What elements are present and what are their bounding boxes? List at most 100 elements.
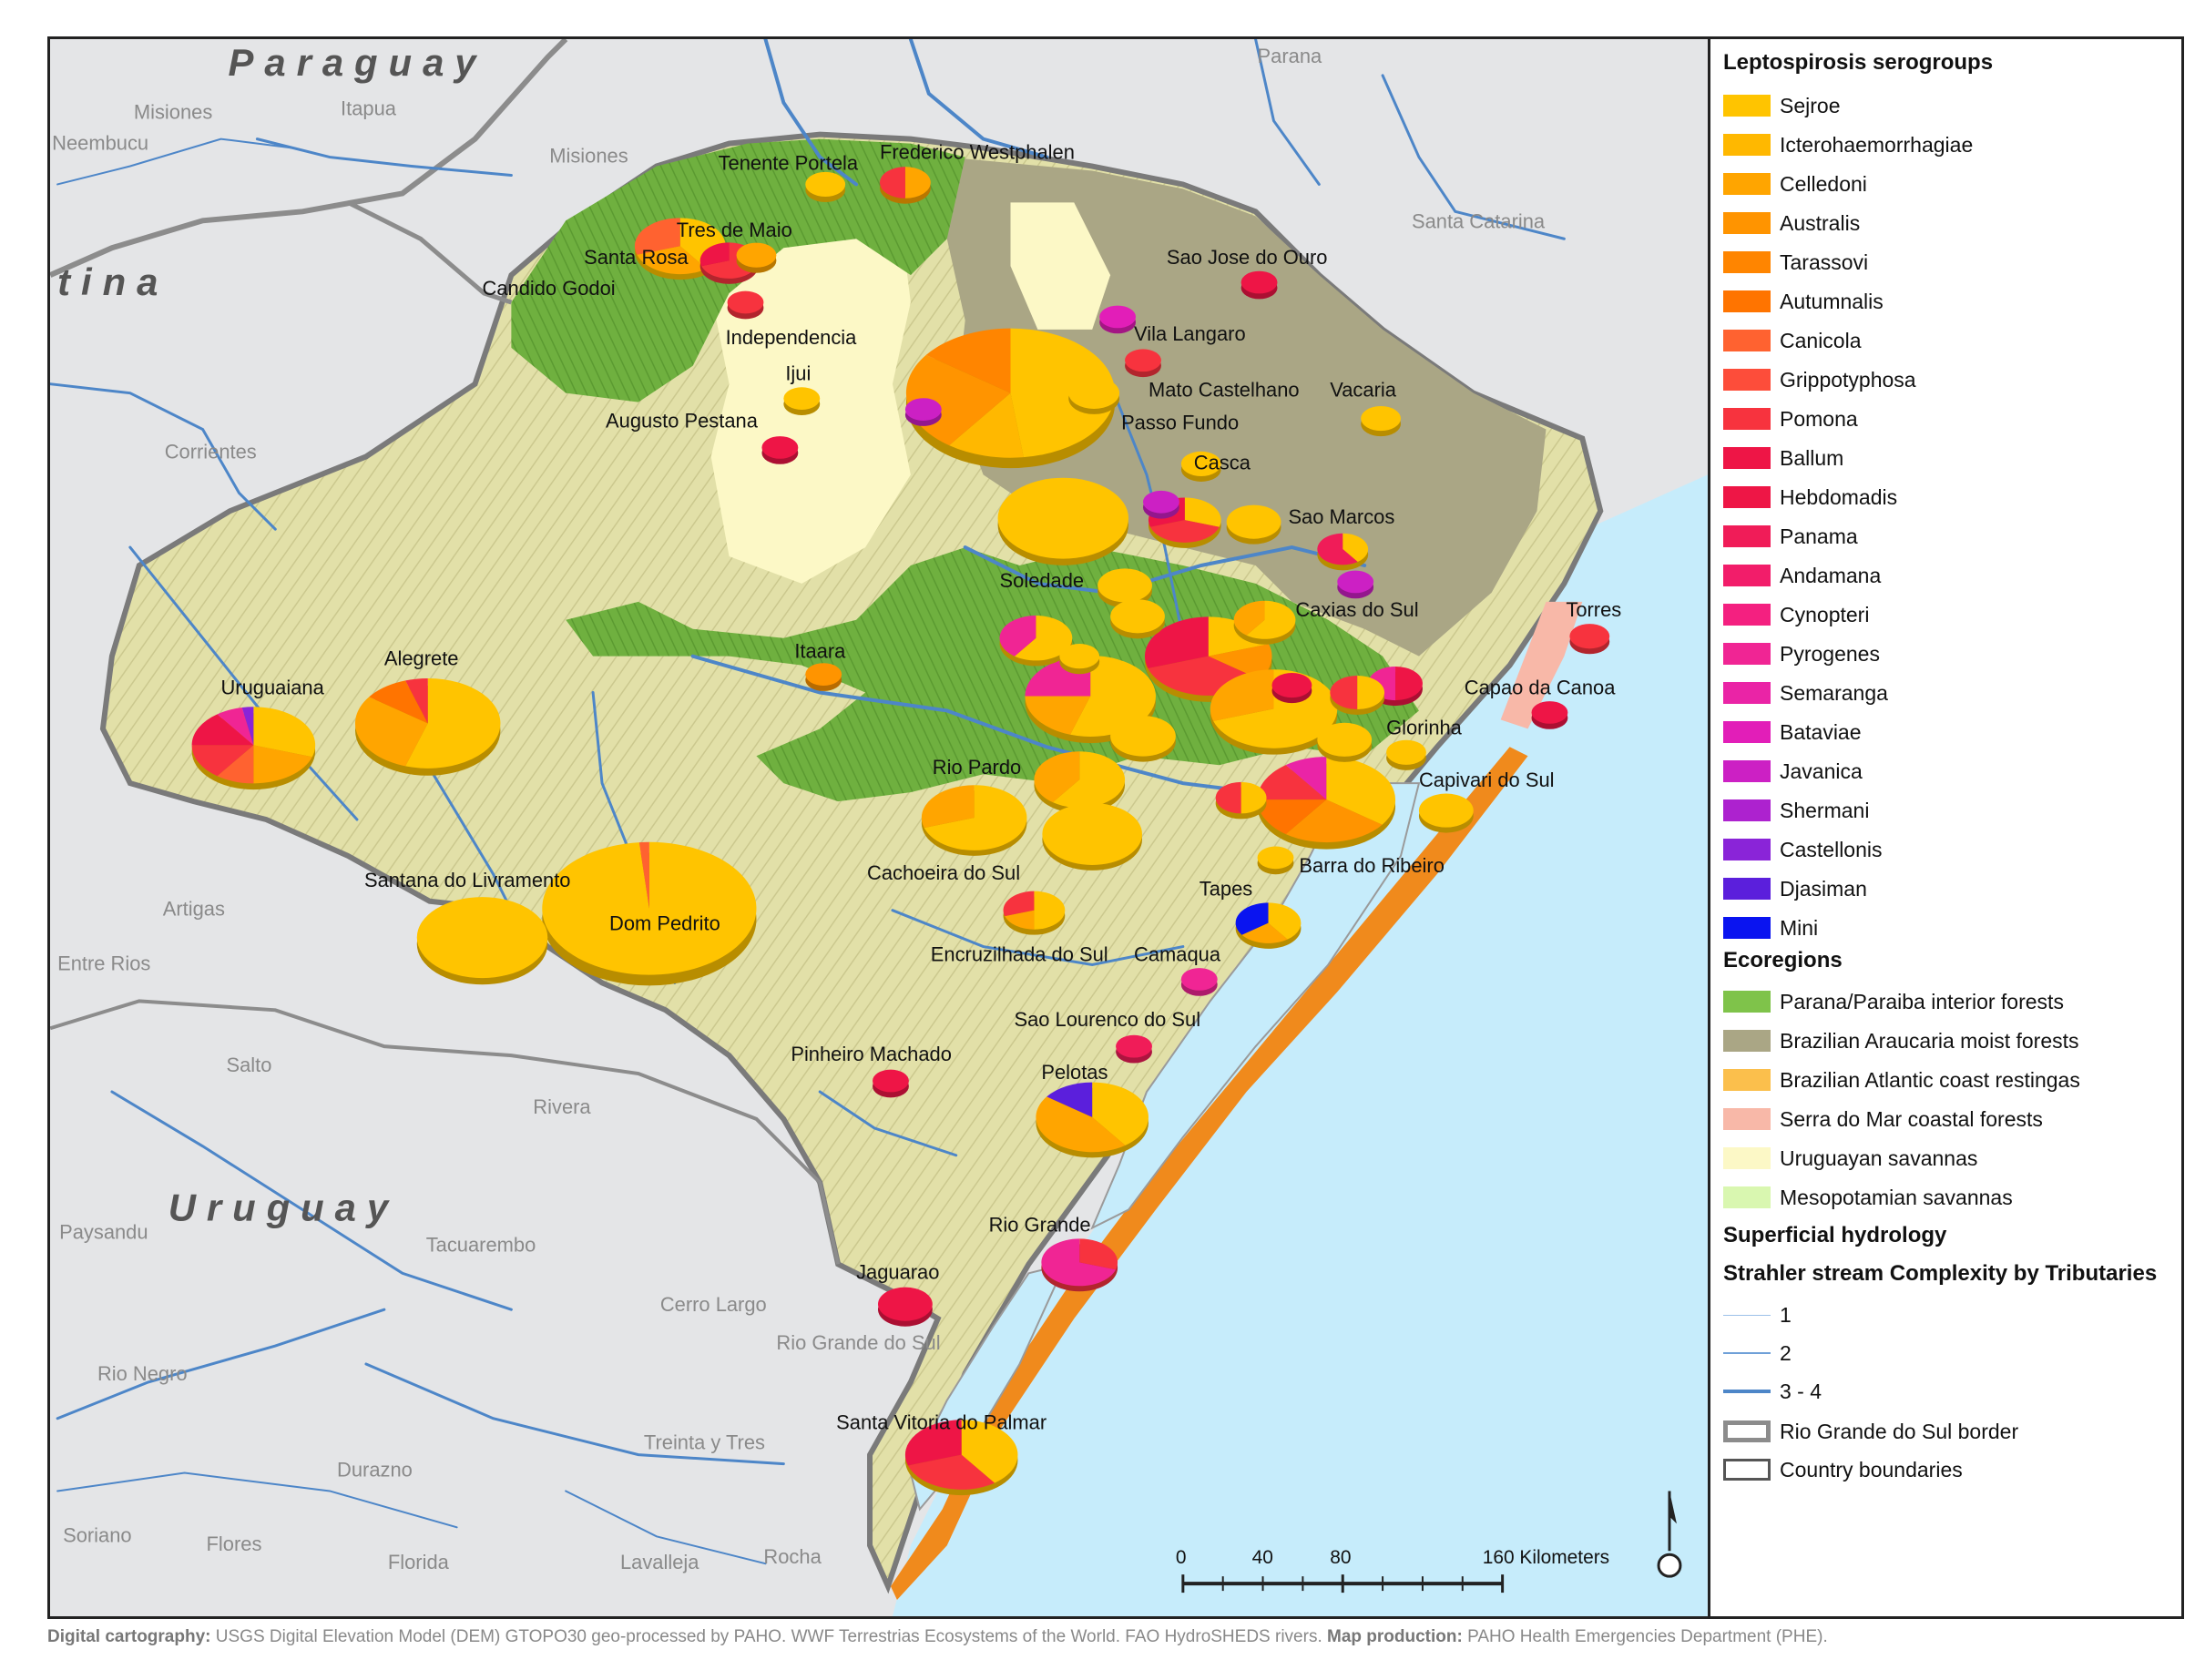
- pie-chart[interactable]: [879, 167, 931, 204]
- pie-chart[interactable]: [1042, 802, 1142, 871]
- pie-chart[interactable]: [878, 1287, 933, 1327]
- pie-slice-celledoni: [1233, 600, 1265, 636]
- pie-chart[interactable]: [1116, 1034, 1152, 1064]
- pie-chart[interactable]: [1098, 568, 1152, 608]
- pie-chart[interactable]: [997, 477, 1129, 565]
- legend-serogroup-cynopteri: Cynopteri: [1723, 599, 1869, 630]
- pie-chart[interactable]: [904, 1420, 1018, 1496]
- svg-text:Vacaria: Vacaria: [1330, 379, 1396, 402]
- pie-chart[interactable]: [1317, 722, 1373, 762]
- pie-chart[interactable]: [1036, 1082, 1149, 1158]
- pie-chart[interactable]: [542, 841, 757, 986]
- pie-chart[interactable]: [1386, 739, 1426, 770]
- pie-chart[interactable]: [736, 242, 777, 273]
- pie-chart[interactable]: [1180, 451, 1221, 482]
- pie-chart[interactable]: [805, 171, 846, 203]
- pie-chart[interactable]: [727, 290, 764, 320]
- pie-chart[interactable]: [1215, 781, 1267, 820]
- pie-chart[interactable]: [1257, 846, 1294, 875]
- pie-chart[interactable]: [1257, 757, 1396, 850]
- pie-chart[interactable]: [1531, 701, 1568, 729]
- pie-slice-sejroe: [1343, 533, 1369, 563]
- pie-slice-sejroe: [416, 897, 548, 979]
- legend-ecoregion-1: Brazilian Araucaria moist forests: [1723, 1025, 2079, 1056]
- pie-chart[interactable]: [761, 436, 799, 464]
- pie-chart[interactable]: [1125, 349, 1161, 378]
- pie-chart[interactable]: [904, 398, 942, 426]
- pie-chart[interactable]: [905, 328, 1116, 469]
- pie-slice-sejroe: [1326, 757, 1396, 825]
- pie-slice-sejroe: [1068, 377, 1120, 409]
- pie-chart[interactable]: [805, 663, 842, 691]
- pie-chart[interactable]: [1226, 504, 1281, 545]
- svg-text:Santa Rosa: Santa Rosa: [584, 246, 689, 269]
- pie-chart[interactable]: [1041, 1238, 1118, 1292]
- pie-chart[interactable]: [1180, 968, 1218, 996]
- legend-serogroup-javanica: Javanica: [1723, 756, 1863, 787]
- legend-label: Panama: [1780, 524, 1858, 548]
- legend-label: Ballum: [1780, 445, 1844, 470]
- pie-slice-sejroe: [1246, 600, 1296, 639]
- legend-label: Andamana: [1780, 563, 1882, 587]
- pie-chart[interactable]: [1569, 624, 1610, 655]
- svg-text:Glorinha: Glorinha: [1386, 716, 1463, 738]
- legend-ecoregion-0: Parana/Paraiba interior forests: [1723, 986, 2064, 1017]
- pie-chart[interactable]: [1418, 793, 1474, 833]
- legend-label: Australis: [1780, 210, 1861, 235]
- svg-text:Jaguarao: Jaguarao: [856, 1260, 939, 1283]
- credit-line: Digital cartography: USGS Digital Elevat…: [47, 1627, 1828, 1647]
- serogroup-swatch: [1723, 134, 1771, 156]
- pie-chart[interactable]: [1233, 600, 1296, 645]
- pie-chart[interactable]: [1059, 644, 1100, 675]
- pie-chart[interactable]: [354, 677, 501, 776]
- pie-chart[interactable]: [191, 707, 316, 790]
- pie-chart[interactable]: [783, 387, 821, 415]
- svg-text:Artigas: Artigas: [163, 898, 225, 921]
- pie-slice-sejroe: [1092, 1082, 1149, 1145]
- pie-slice-sejroe: [1317, 722, 1373, 757]
- pie-chart[interactable]: [1144, 616, 1272, 702]
- legend-label: Djasiman: [1780, 876, 1867, 901]
- serogroup-swatch: [1723, 447, 1771, 469]
- pie-chart[interactable]: [921, 785, 1027, 856]
- serogroup-swatch: [1723, 878, 1771, 900]
- city-labels: Tenente Portela Frederico Westphalen Tre…: [221, 141, 1622, 1434]
- pie-chart[interactable]: [1034, 751, 1126, 814]
- pie-chart[interactable]: [1110, 716, 1176, 762]
- pie-chart[interactable]: [1240, 270, 1278, 300]
- pie-chart[interactable]: [1361, 405, 1402, 437]
- svg-text:40: 40: [1252, 1547, 1273, 1568]
- pie-slice-sejroe: [783, 387, 821, 410]
- pie-chart[interactable]: [1099, 305, 1137, 334]
- pie-chart[interactable]: [1317, 533, 1369, 571]
- pie-slice-tarassovi: [925, 328, 1011, 393]
- pie-chart[interactable]: [873, 1069, 909, 1098]
- pie-chart[interactable]: [416, 897, 548, 985]
- pie-chart[interactable]: [1068, 377, 1120, 414]
- map-panel[interactable]: Paraguay tina Uruguay Parana Misiones Ne…: [47, 36, 1710, 1619]
- svg-text:Encruzilhada do Sul: Encruzilhada do Sul: [931, 942, 1108, 965]
- ecoregion-swatch: [1723, 991, 1771, 1013]
- pie-slice-ballum: [878, 1287, 933, 1321]
- pie-chart[interactable]: [1142, 490, 1179, 519]
- pie-chart[interactable]: [1271, 672, 1312, 704]
- pie-slice-sejroe: [405, 677, 501, 769]
- pie-slice-pomona: [1257, 765, 1327, 800]
- serogroup-swatch: [1723, 95, 1771, 117]
- pie-chart[interactable]: [1330, 675, 1385, 716]
- country-boundary-swatch: [1723, 1459, 1771, 1481]
- pie-slice-sejroe: [1361, 405, 1402, 432]
- svg-text:Pelotas: Pelotas: [1041, 1061, 1108, 1084]
- pie-chart[interactable]: [1110, 599, 1165, 639]
- pie-chart[interactable]: [1235, 902, 1302, 949]
- map-canvas[interactable]: Paraguay tina Uruguay Parana Misiones Ne…: [50, 39, 1708, 1616]
- pie-chart[interactable]: [1337, 570, 1374, 599]
- pie-slice-sejroe: [1418, 793, 1474, 828]
- pie-charts[interactable]: [191, 167, 1610, 1496]
- serogroup-swatch: [1723, 251, 1771, 273]
- pie-chart[interactable]: [999, 616, 1073, 667]
- legend-label: Mini: [1780, 915, 1819, 940]
- pie-chart[interactable]: [1003, 891, 1066, 935]
- pie-slice-canicola: [634, 218, 680, 255]
